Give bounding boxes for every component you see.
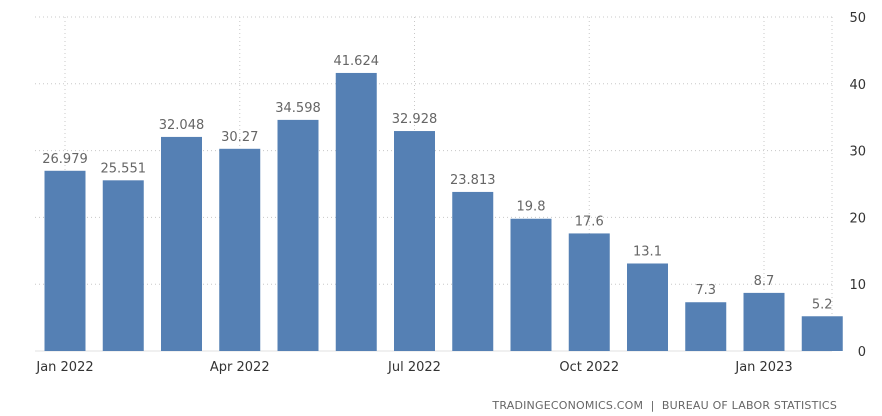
bar [219,148,261,351]
bar [452,191,494,351]
bar-value-label: 5.2 [812,297,833,312]
bar-value-label: 41.624 [334,54,380,69]
bar [335,72,377,351]
bar-value-label: 7.3 [695,283,716,298]
bar [743,292,785,351]
bar [510,218,552,351]
x-tick-label: Jul 2022 [387,360,441,375]
bar [102,180,144,351]
bar [627,263,668,351]
y-tick-label: 40 [849,78,866,93]
y-axis-ticks: 0 10 20 30 40 50 [849,11,866,360]
bar [161,136,202,351]
bar [568,233,610,351]
bar-value-label: 32.048 [159,118,205,133]
bar-value-label: 34.598 [275,101,321,116]
bar [685,302,727,351]
bars [44,72,843,351]
bar-value-label: 26.979 [42,152,88,167]
bar-value-label: 23.813 [450,173,496,188]
bar-value-label: 19.8 [517,200,546,215]
bar [801,316,843,351]
y-tick-label: 30 [849,145,866,160]
x-axis-ticks: Jan 2022 Apr 2022 Jul 2022 Oct 2022 Jan 2023 [35,360,792,375]
y-tick-label: 0 [858,345,866,360]
value-labels: 26.979 25.551 32.048 30.27 34.598 41.624 32.92… [42,54,832,312]
y-tick-label: 10 [849,278,866,293]
bar [44,170,86,351]
x-tick-label: Jan 2022 [35,360,93,375]
x-tick-label: Jan 2023 [734,360,792,375]
source-credit: TRADINGECONOMICS.COM | BUREAU OF LABOR S… [491,399,837,412]
bar-value-label: 13.1 [633,244,662,259]
bar-value-label: 32.928 [392,112,438,127]
y-tick-label: 50 [849,11,866,26]
bar-value-label: 30.27 [221,130,258,145]
x-tick-label: Oct 2022 [559,360,619,375]
bar-value-label: 17.6 [575,214,604,229]
bar [277,119,319,351]
x-tick-label: Apr 2022 [210,360,270,375]
bar [394,131,435,351]
bar-value-label: 8.7 [754,274,775,289]
bar-value-label: 25.551 [101,161,147,176]
y-tick-label: 20 [849,211,866,226]
